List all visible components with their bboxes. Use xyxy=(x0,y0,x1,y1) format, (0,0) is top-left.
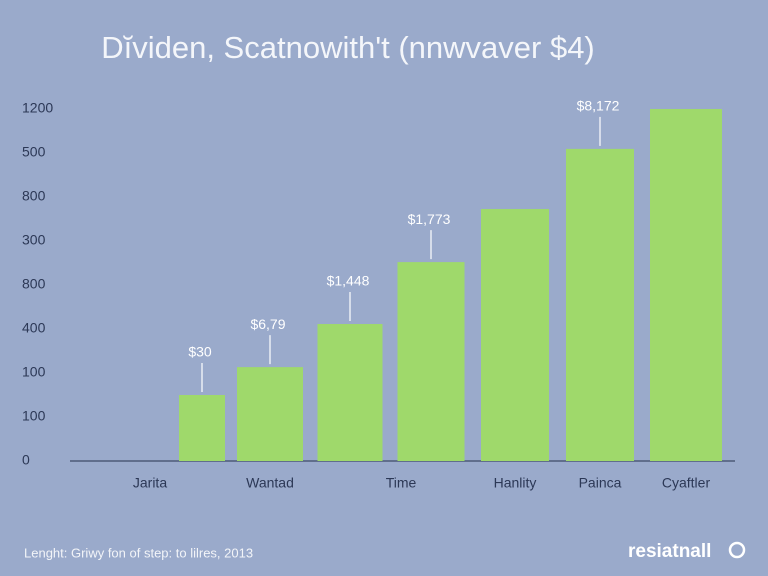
bar xyxy=(237,367,303,461)
annotation: $30 xyxy=(188,344,212,360)
bar xyxy=(481,209,549,461)
x-tick-label: Wantad xyxy=(246,475,294,491)
y-tick-label: 400 xyxy=(22,320,46,336)
annotation: $6,79 xyxy=(250,316,285,332)
bar xyxy=(179,395,225,461)
y-tick-label: 100 xyxy=(22,364,46,380)
y-tick-label: 0 xyxy=(22,452,30,468)
x-tick-label: Cyaftler xyxy=(662,475,711,491)
annotation: $8,172 xyxy=(577,98,620,114)
x-tick-label: Hanlity xyxy=(494,475,537,491)
brand: resiatnall xyxy=(628,541,711,562)
chart-title: Dĭviden, Scatnowith't (nnwvaver $4) xyxy=(101,30,595,65)
y-tick-label: 800 xyxy=(22,276,46,292)
annotation: $1,448 xyxy=(327,273,370,289)
x-tick-label: Painca xyxy=(579,475,622,491)
bar xyxy=(566,148,634,462)
y-tick-label: 1200 xyxy=(22,100,53,116)
x-tick-label: Jarita xyxy=(133,475,167,491)
brand-icon xyxy=(728,541,746,559)
y-tick-label: 300 xyxy=(22,232,46,248)
y-tick-label: 500 xyxy=(22,144,46,160)
footnote: Lenght: Griwy fon of step: to lilres, 20… xyxy=(24,545,253,560)
bar xyxy=(317,324,383,461)
annotation: $1,773 xyxy=(408,211,451,227)
bar xyxy=(397,262,465,461)
x-tick-label: Time xyxy=(386,475,417,491)
bar xyxy=(650,109,722,461)
y-tick-label: 100 xyxy=(22,408,46,424)
y-tick-label: 800 xyxy=(22,188,46,204)
